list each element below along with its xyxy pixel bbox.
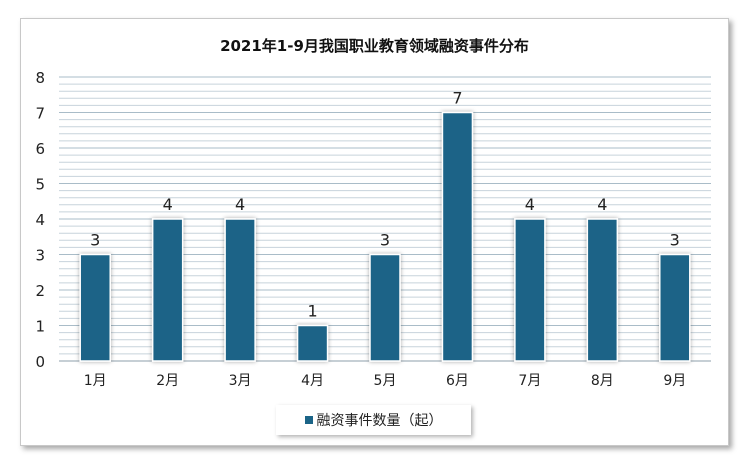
data-label: 4: [163, 195, 173, 214]
chart-title: 2021年1-9月我国职业教育领域融资事件分布: [220, 37, 529, 55]
bar: [369, 253, 401, 362]
x-tick-label: 8月: [591, 373, 614, 389]
bar: [586, 218, 619, 362]
x-tick-label: 2月: [156, 373, 179, 389]
legend-label: 融资事件数量（起）: [316, 413, 443, 429]
data-label: 3: [90, 231, 100, 250]
bar: [296, 324, 329, 362]
bar: [659, 253, 691, 362]
data-label: 1: [307, 302, 317, 321]
bar: [224, 218, 256, 362]
x-tick-label: 7月: [518, 373, 541, 389]
y-tick-label: 6: [35, 140, 45, 158]
y-tick-label: 7: [35, 105, 45, 123]
x-tick-label: 1月: [84, 373, 107, 389]
bar-chart: 0 1 2 3 4 5 6 7 8 3 1月 4 2月 4 3月 1 4月 3 5月 7 6月 4 7月 4 8月 3 9月: [35, 69, 711, 389]
bar: [151, 218, 184, 362]
chart-frame: 2021年1-9月我国职业教育领域融资事件分布 0 1 2 3 4 5 6 7 8 3 1月 4 2月…: [20, 18, 729, 446]
data-label: 4: [597, 195, 607, 214]
y-tick-label: 8: [35, 69, 45, 87]
y-tick-label: 4: [35, 211, 45, 229]
y-tick-label: 0: [35, 353, 45, 371]
x-tick-label: 6月: [446, 373, 469, 389]
y-tick-label: 3: [35, 247, 45, 265]
bar: [79, 253, 111, 362]
data-label: 4: [235, 195, 245, 214]
data-label: 3: [380, 231, 390, 250]
bar: [441, 111, 474, 362]
data-label: 7: [452, 89, 462, 108]
legend-swatch: [304, 416, 313, 424]
legend: 融资事件数量（起）: [276, 405, 471, 435]
x-tick-label: 3月: [229, 373, 252, 389]
data-label: 3: [670, 231, 680, 250]
bar: [514, 218, 546, 362]
x-tick-label: 4月: [301, 373, 324, 389]
y-tick-label: 1: [35, 318, 45, 336]
x-tick-label: 5月: [374, 373, 397, 389]
data-label: 4: [525, 195, 535, 214]
x-tick-label: 9月: [663, 373, 686, 389]
y-tick-label: 5: [35, 176, 45, 194]
y-tick-label: 2: [35, 282, 45, 300]
